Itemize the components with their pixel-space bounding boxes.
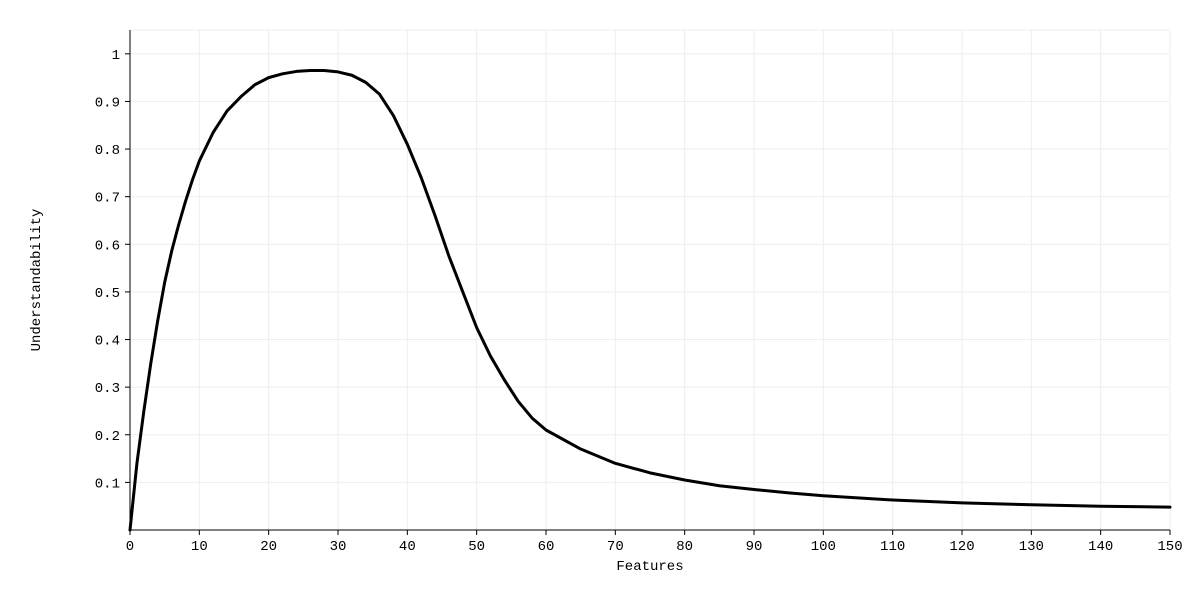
chart-bg: [0, 0, 1200, 600]
x-tick-label: 120: [949, 539, 974, 555]
x-tick-label: 150: [1157, 539, 1182, 555]
x-tick-label: 70: [607, 539, 624, 555]
x-tick-label: 90: [746, 539, 763, 555]
y-tick-label: 0.9: [95, 95, 120, 111]
x-tick-label: 110: [880, 539, 905, 555]
x-tick-label: 50: [468, 539, 485, 555]
chart-canvas: 0 10 20 30 40 50 60 70 80 90 100 110 120 130 140 150 0.1…: [0, 0, 1200, 600]
x-tick-label: 130: [1019, 539, 1044, 555]
x-axis-label: Features: [616, 559, 683, 575]
y-tick-label: 1: [112, 48, 120, 64]
x-tick-label: 140: [1088, 539, 1113, 555]
y-tick-label: 0.4: [95, 334, 120, 350]
y-tick-label: 0.2: [95, 429, 120, 445]
y-tick-label: 0.3: [95, 381, 120, 397]
x-tick-label: 80: [676, 539, 693, 555]
y-tick-label: 0.8: [95, 143, 120, 159]
x-tick-label: 20: [260, 539, 277, 555]
y-axis-label: Understandability: [29, 209, 45, 352]
y-tick-label: 0.6: [95, 238, 120, 254]
line-chart: 0 10 20 30 40 50 60 70 80 90 100 110 120 130 140 150 0.1…: [0, 0, 1200, 600]
y-tick-label: 0.7: [95, 191, 120, 207]
y-tick-label: 0.1: [95, 476, 120, 492]
x-tick-label: 10: [191, 539, 208, 555]
x-tick-label: 100: [811, 539, 836, 555]
x-tick-label: 0: [126, 539, 134, 555]
y-tick-label: 0.5: [95, 286, 120, 302]
x-tick-label: 60: [538, 539, 555, 555]
x-tick-label: 30: [330, 539, 347, 555]
x-tick-label: 40: [399, 539, 416, 555]
